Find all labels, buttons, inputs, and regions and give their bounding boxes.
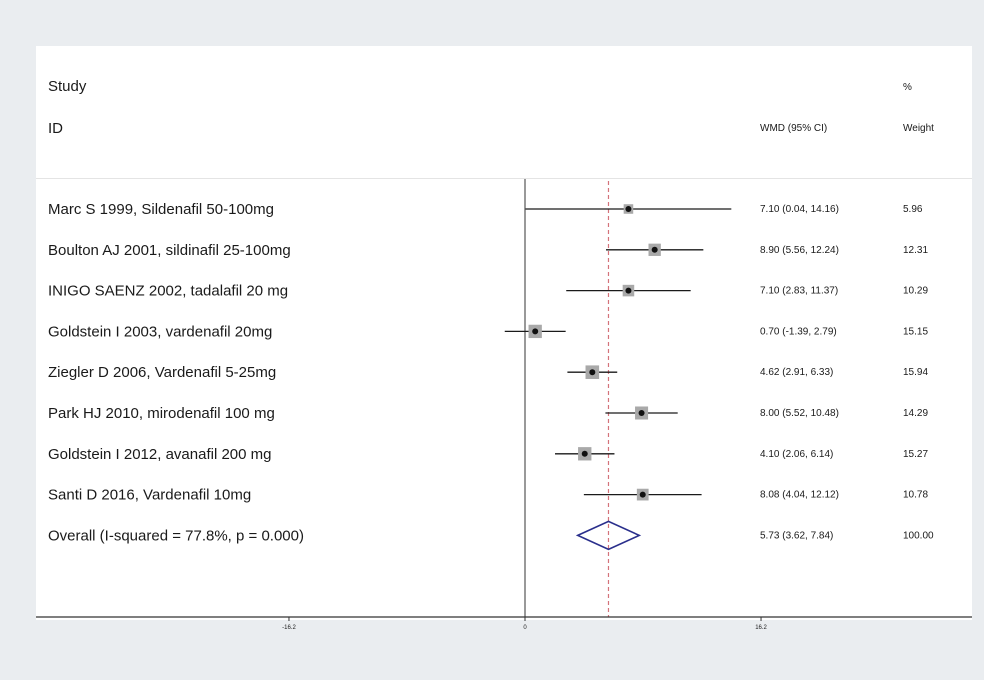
study-weight-text: 10.78 bbox=[903, 490, 928, 501]
study-label: Marc S 1999, Sildenafil 50-100mg bbox=[48, 201, 274, 218]
header-study: Study bbox=[48, 78, 87, 95]
study-label: Ziegler D 2006, Vardenafil 5-25mg bbox=[48, 364, 276, 381]
study-ci-text: 4.10 (2.06, 6.14) bbox=[760, 449, 833, 460]
study-point bbox=[581, 450, 588, 457]
x-tick-label: 0 bbox=[523, 625, 527, 631]
header-effect: WMD (95% CI) bbox=[760, 123, 828, 134]
study-ci-text: 8.00 (5.52, 10.48) bbox=[760, 408, 839, 419]
study-label: Santi D 2016, Vardenafil 10mg bbox=[48, 487, 251, 504]
study-point bbox=[625, 206, 632, 212]
study-label: Boulton AJ 2001, sildinafil 25-100mg bbox=[48, 242, 291, 259]
study-weight-text: 5.96 bbox=[903, 204, 923, 215]
study-label: Goldstein I 2012, avanafil 200 mg bbox=[48, 446, 271, 463]
study-point bbox=[639, 491, 646, 498]
overall-weight-text: 100.00 bbox=[903, 530, 934, 541]
study-ci-text: 8.90 (5.56, 12.24) bbox=[760, 245, 839, 256]
header-id: ID bbox=[48, 120, 63, 137]
study-point bbox=[589, 369, 596, 376]
study-point bbox=[638, 410, 645, 416]
overall-diamond bbox=[575, 520, 642, 551]
study-label: Goldstein I 2003, vardenafil 20mg bbox=[48, 323, 272, 340]
study-weight-text: 15.27 bbox=[903, 449, 928, 460]
study-point bbox=[651, 246, 658, 253]
study-weight-text: 12.31 bbox=[903, 245, 928, 256]
study-ci-text: 7.10 (2.83, 11.37) bbox=[760, 286, 838, 297]
study-point bbox=[625, 287, 632, 294]
study-ci-text: 7.10 (0.04, 14.16) bbox=[760, 204, 839, 215]
header-percent: % bbox=[903, 82, 912, 93]
header-weight: Weight bbox=[903, 123, 934, 134]
study-label: INIGO SAENZ 2002, tadalafil 20 mg bbox=[48, 283, 288, 300]
x-tick-label: 16.2 bbox=[755, 625, 767, 631]
study-label: Park HJ 2010, mirodenafil 100 mg bbox=[48, 405, 275, 422]
study-point bbox=[532, 328, 539, 335]
overall-ci-text: 5.73 (3.62, 7.84) bbox=[760, 530, 833, 541]
study-weight-text: 10.29 bbox=[903, 286, 928, 297]
study-weight-text: 14.29 bbox=[903, 408, 928, 419]
study-ci-text: 8.08 (4.04, 12.12) bbox=[760, 490, 839, 501]
overall-label: Overall (I-squared = 77.8%, p = 0.000) bbox=[48, 527, 304, 544]
study-ci-text: 0.70 (-1.39, 2.79) bbox=[760, 326, 837, 337]
study-weight-text: 15.94 bbox=[903, 367, 928, 378]
header-rule bbox=[36, 178, 972, 179]
header-band bbox=[36, 46, 972, 178]
study-ci-text: 4.62 (2.91, 6.33) bbox=[760, 367, 833, 378]
x-tick-label: -16.2 bbox=[282, 625, 296, 631]
study-weight-text: 15.15 bbox=[903, 326, 928, 337]
